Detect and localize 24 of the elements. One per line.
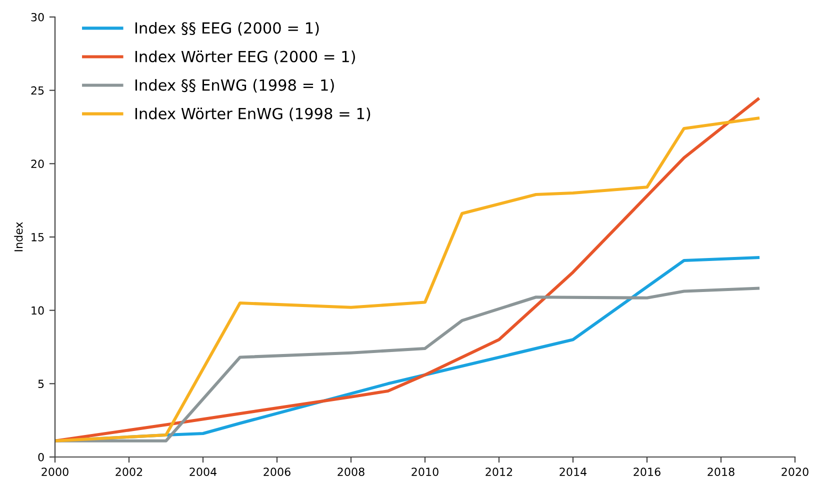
x-tick-label: 2016 [634,468,660,476]
legend-label: Index §§ EnWG (1998 = 1) [135,79,334,93]
x-tick-label: 2014 [560,468,587,476]
line-series [55,286,760,442]
x-tick-label: 2018 [708,468,734,476]
x-tick-label: 2006 [264,468,290,476]
x-tick-label: 2020 [782,468,808,476]
legend-label: Index Wörter EEG (2000 = 1) [135,50,355,64]
x-tick-label: 2004 [190,468,217,476]
x-tick-label: 2010 [412,468,438,476]
y-tick-label: 5 [38,380,44,388]
legend-label: Index Wörter EnWG (1998 = 1) [135,108,370,122]
legend-label: Index §§ EEG (2000 = 1) [135,22,319,36]
y-tick-label: 25 [31,86,44,95]
y-tick-label: 10 [32,306,44,315]
x-tick-label: 2012 [486,468,512,476]
x-tick-label: 2002 [116,468,142,476]
y-axis-title: Index [14,222,23,252]
y-tick-label: 15 [32,233,44,242]
y-tick-label: 30 [31,12,44,22]
y-tick-label: 20 [31,160,44,168]
x-tick-label: 2000 [42,468,68,476]
x-tick-label: 2008 [338,468,364,476]
y-tick-label: 0 [38,452,44,462]
